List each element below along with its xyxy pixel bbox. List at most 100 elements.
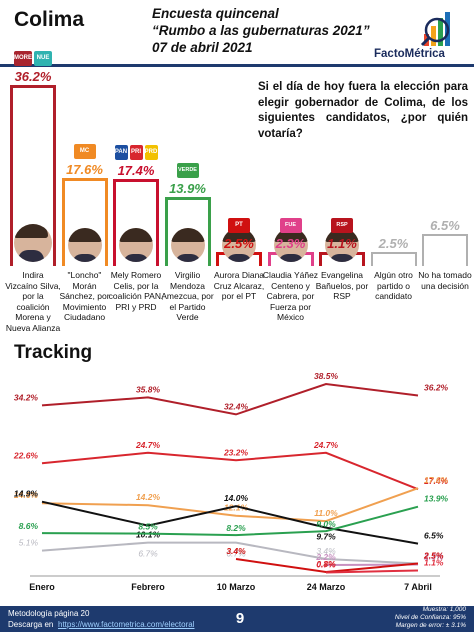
point-label: 23.2%: [223, 447, 249, 457]
x-tick-label: Enero: [29, 582, 55, 592]
series-line: [41, 382, 419, 416]
download-prefix: Descarga en: [8, 620, 54, 629]
bar-value-label: 2.3%: [275, 236, 306, 251]
x-tick-label: 24 Marzo: [307, 582, 346, 592]
candidate-label: Evangelina Bañuelos, por RSP: [315, 270, 369, 301]
point-label: 17.4%: [424, 476, 449, 486]
survey-name: “Rumbo a las gubernaturas 2021”: [152, 23, 370, 38]
point-label: 14.6%: [14, 490, 39, 500]
series-line: [41, 500, 419, 545]
point-label: 8.6%: [19, 521, 39, 531]
party-logo: MORENA: [14, 51, 41, 66]
tracking-title: Tracking: [14, 342, 93, 363]
candidate-label: Claudia Yáñez Centeno y Cabrera, por Fue…: [262, 270, 319, 322]
series-line: [41, 451, 419, 491]
point-label: 0.8%: [316, 559, 336, 569]
party-logo: NUE: [34, 51, 52, 66]
party-logo: MC: [73, 144, 96, 159]
bar-value-label: 2.5%: [378, 236, 409, 251]
party-logo: PRI: [129, 145, 143, 160]
bar-value-label: 13.9%: [169, 180, 206, 196]
point-label: 17.6%: [424, 475, 449, 485]
point-label: 35.8%: [136, 384, 161, 394]
candidate-photo: [67, 228, 102, 262]
candidate-label: Algún otro partido o candidato: [374, 270, 413, 301]
candidate-label: Indira Vizcaíno Silva, por la coalición …: [5, 270, 61, 333]
header-rule: [0, 64, 474, 67]
candidate-photo: [273, 228, 308, 262]
series-line: [41, 505, 419, 537]
series-line: [41, 541, 419, 565]
candidate-label: No ha tomado una decisión: [418, 270, 472, 291]
point-label: 6.5%: [424, 531, 444, 541]
party-logo: VERDE: [176, 162, 199, 178]
point-label: 38.5%: [314, 371, 339, 381]
x-tick-label: Febrero: [131, 582, 165, 592]
series-line: [325, 569, 419, 574]
point-label: 12.1%: [224, 503, 249, 513]
bar-value-label: 36.2%: [14, 69, 52, 84]
point-label: 2.3%: [423, 552, 444, 562]
point-label: 3.4%: [226, 546, 246, 556]
bar-value-label: 6.5%: [430, 217, 460, 233]
brand-name: FactoMétrica: [374, 48, 445, 60]
bar-value-label: 1.1%: [327, 236, 357, 251]
point-label: 32.4%: [224, 401, 249, 411]
point-label: 34.2%: [14, 392, 39, 402]
party-logo: PRD: [144, 145, 158, 160]
brand-logo: FactoMétrica: [366, 8, 466, 62]
x-tick-label: 7 Abril: [404, 582, 432, 592]
candidate-label: Aurora Diana Cruz Alcaraz, por el PT: [213, 270, 265, 301]
point-label: 36.2%: [424, 383, 449, 393]
footer: Metodología página 20 Descarga en https:…: [0, 606, 474, 632]
candidate-label: Mely Romero Celis, por la coalición PAN,…: [108, 270, 164, 312]
sample-size: Muestra: 1,000: [422, 606, 466, 613]
point-label: 1.1%: [424, 558, 444, 568]
confidence-level: Nivel de Confianza: 95%: [394, 614, 466, 621]
point-label: 14.2%: [136, 492, 161, 502]
point-label: 24.7%: [313, 440, 339, 450]
candidate-label: Virgilio Mendoza Amezcua, por el Partido…: [161, 270, 214, 322]
point-label: 0.7%: [316, 560, 336, 570]
x-tick-label: 10 Marzo: [217, 582, 256, 592]
point-label: 2.5%: [423, 551, 444, 561]
party-logo: RSP: [331, 218, 353, 233]
point-label: 13.9%: [424, 494, 449, 504]
series-line: [41, 487, 419, 523]
point-label: 6.7%: [138, 549, 158, 559]
point-label: 2.5%: [423, 551, 444, 561]
point-label: 22.6%: [13, 450, 39, 460]
point-label: 2.2%: [315, 552, 336, 562]
bar: [422, 233, 468, 266]
survey-type: Encuesta quincenal: [152, 6, 279, 21]
party-logo: PT: [228, 218, 250, 233]
question-text: Si el día de hoy fuera la elección para …: [258, 81, 468, 140]
point-label: 11.0%: [314, 508, 338, 518]
point-label: 9.7%: [316, 532, 336, 542]
bar-value-label: 17.6%: [66, 162, 103, 177]
page-title: Colima: [14, 8, 85, 31]
party-logo: PAN: [114, 145, 128, 160]
point-label: 8.5%: [138, 522, 158, 532]
candidate-label: "Loncho" Morán Sánchez, por Movimiento C…: [59, 270, 110, 322]
bar-chart-icon: [420, 12, 450, 47]
margin-of-error: Margen de error: ± 3.1%: [395, 622, 466, 629]
point-label: 5.1%: [19, 538, 39, 548]
survey-date: 07 de abril 2021: [152, 40, 253, 55]
page-number: 9: [235, 610, 245, 627]
point-label: 6.7%: [226, 549, 246, 559]
bar-value-label: 2.5%: [224, 236, 254, 251]
point-label: 9.0%: [316, 519, 336, 529]
point-label: 24.7%: [135, 440, 161, 450]
bar-value-label: 17.4%: [117, 163, 155, 178]
point-label: 14.9%: [14, 489, 39, 499]
point-label: 8.2%: [226, 523, 246, 533]
party-logo: FUE: [279, 218, 302, 233]
point-label: 3.4%: [316, 546, 336, 556]
candidate-photo: [14, 224, 52, 262]
download-link[interactable]: https://www.factometrica.com/electoral: [58, 620, 195, 629]
methodology-note: Metodología página 20: [8, 609, 90, 618]
tracking-chart: 34.2% 35.8% 32.4% 38.5% 36.2% 22.6% 24.7% 23.2%…: [13, 371, 449, 592]
point-label: 14.0%: [224, 493, 249, 503]
bar: [370, 252, 417, 266]
